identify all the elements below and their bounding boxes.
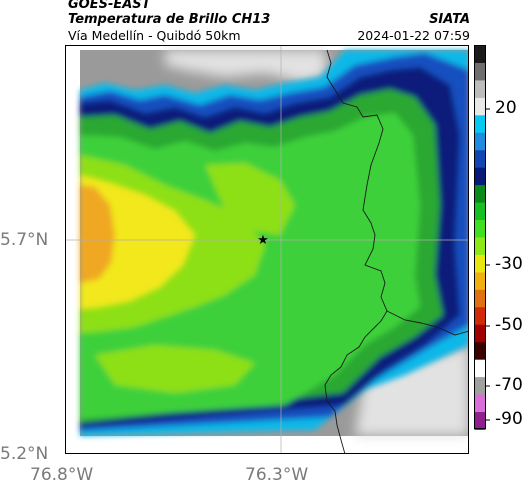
colorbar-segment — [474, 150, 486, 169]
colorbar-tick-minus70: -70 — [495, 375, 523, 395]
cloud-region-yellow-green-2 — [205, 163, 295, 235]
clear-sky-patch-southeast — [355, 345, 469, 436]
colorbar-segment — [474, 45, 486, 64]
clear-sky-patch-north — [165, 50, 327, 83]
colorbar-segment — [474, 80, 486, 99]
product-title: Temperatura de Brillo CH13 — [68, 12, 271, 27]
colorbar-segment — [474, 220, 486, 238]
colorbar-segment — [474, 342, 486, 361]
lon-label-76.3: 76.3°W — [245, 465, 309, 485]
cloud-region-yellow-green-3 — [95, 345, 255, 393]
colorbar-segment — [474, 289, 486, 308]
cloud-field — [80, 50, 469, 436]
colorbar-segment — [474, 272, 486, 291]
colorbar-segment — [474, 115, 486, 134]
colorbar-segment — [474, 237, 486, 256]
colorbar-segment — [474, 132, 486, 151]
lon-label-76.8: 76.8°W — [30, 465, 94, 485]
map-frame — [65, 45, 469, 454]
colorbar-segment — [474, 97, 486, 116]
colorbar-segment — [474, 394, 486, 413]
colorbar-tick-minus30: -30 — [495, 254, 523, 274]
regional-border-line — [386, 310, 469, 336]
colorbar-tick-20: 20 — [495, 98, 517, 118]
colorbar-segment — [474, 377, 486, 396]
colorbar-segment — [474, 324, 486, 343]
temperature-colorbar — [474, 45, 490, 430]
datetime-label: 2024-01-22 07:59 — [357, 28, 470, 43]
cloud-region-orange — [80, 185, 115, 283]
lat-label-5.7: 5.7°N — [0, 230, 49, 250]
colorbar-segment — [474, 167, 486, 186]
location-star-icon: ★ — [257, 233, 269, 248]
lat-label-5.2: 5.2°N — [0, 444, 49, 464]
region-subtitle: Vía Medellín - Quibdó 50km — [68, 28, 241, 43]
colorbar-segment — [474, 254, 486, 273]
colorbar-segment — [474, 359, 486, 378]
colorbar-segment — [474, 62, 486, 81]
satellite-title: GOES-EAST — [68, 0, 151, 12]
colorbar-segment — [474, 412, 486, 430]
colorbar-tick-minus90: -90 — [495, 409, 523, 429]
brightness-temperature-map: ★ — [65, 45, 469, 454]
colorbar-segment — [474, 185, 486, 204]
organization-label: SIATA — [429, 12, 470, 27]
country-border-line — [324, 49, 388, 454]
colorbar-segment — [474, 202, 486, 221]
colorbar-segment — [474, 307, 486, 326]
colorbar-tick-minus50: -50 — [495, 315, 523, 335]
